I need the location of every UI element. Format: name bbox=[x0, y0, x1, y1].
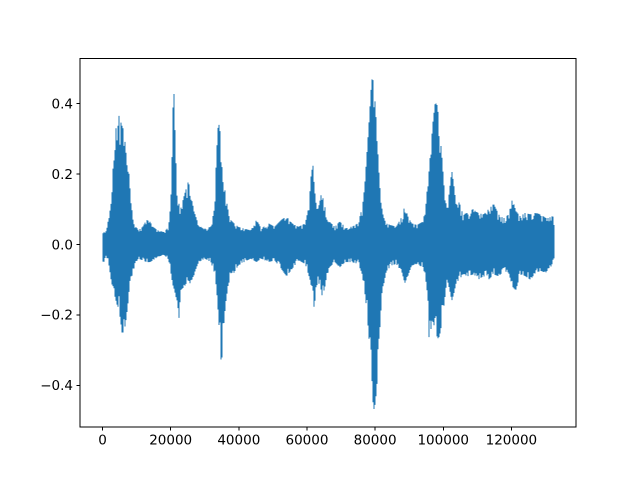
x-tick-label: 120000 bbox=[486, 432, 538, 448]
x-tick-label: 20000 bbox=[149, 432, 192, 448]
x-tick-label: 80000 bbox=[354, 432, 397, 448]
axes-spines bbox=[79, 58, 577, 428]
y-tick-label: 0.2 bbox=[52, 167, 73, 183]
y-tick-label: 0.0 bbox=[52, 237, 73, 253]
y-tick-label: −0.2 bbox=[40, 308, 73, 324]
y-tick-label: 0.4 bbox=[52, 96, 73, 112]
y-tick-label: −0.4 bbox=[40, 378, 73, 394]
x-tick-label: 40000 bbox=[217, 432, 260, 448]
x-tick-label: 60000 bbox=[285, 432, 328, 448]
waveform-line bbox=[102, 79, 555, 409]
x-tick-label: 0 bbox=[98, 432, 107, 448]
x-tick-label: 100000 bbox=[417, 432, 469, 448]
